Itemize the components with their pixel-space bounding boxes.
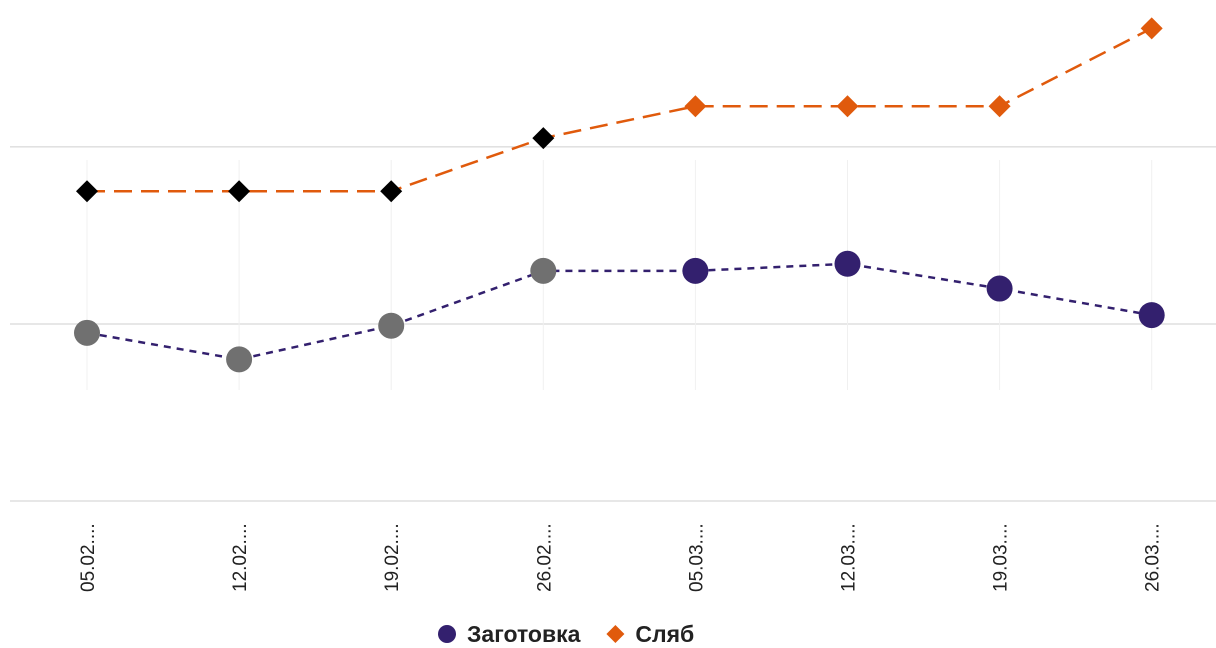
x-tick-label: 19.03.... bbox=[991, 523, 1012, 592]
x-tick-label: 26.03.... bbox=[1143, 523, 1164, 592]
marker bbox=[682, 257, 709, 284]
marker bbox=[1138, 302, 1165, 329]
marker bbox=[684, 95, 707, 118]
marker bbox=[1140, 17, 1163, 40]
x-tick-label: 19.02.... bbox=[382, 523, 403, 592]
marker bbox=[836, 95, 859, 118]
x-tick-label: 05.03.... bbox=[686, 523, 707, 592]
marker bbox=[74, 319, 100, 346]
marker bbox=[76, 180, 98, 203]
marker bbox=[988, 95, 1011, 118]
marker bbox=[530, 257, 557, 284]
marker bbox=[226, 346, 253, 373]
legend-marker bbox=[606, 625, 625, 643]
marker bbox=[380, 180, 403, 203]
marker bbox=[378, 312, 405, 339]
legend-label: Сляб bbox=[635, 621, 694, 647]
marker bbox=[532, 127, 555, 150]
x-tick-label: 26.02.... bbox=[534, 523, 555, 592]
x-tick-label: 12.03.... bbox=[839, 523, 860, 592]
marker bbox=[986, 275, 1013, 302]
series-line bbox=[86, 262, 1152, 361]
marker bbox=[228, 180, 251, 203]
x-tick-label: 12.02.... bbox=[230, 523, 251, 592]
series-line bbox=[87, 27, 1153, 193]
x-tick-label: 05.02.... bbox=[78, 523, 99, 592]
legend-marker bbox=[438, 625, 456, 643]
legend-label: Заготовка bbox=[467, 621, 581, 647]
marker bbox=[834, 250, 861, 277]
